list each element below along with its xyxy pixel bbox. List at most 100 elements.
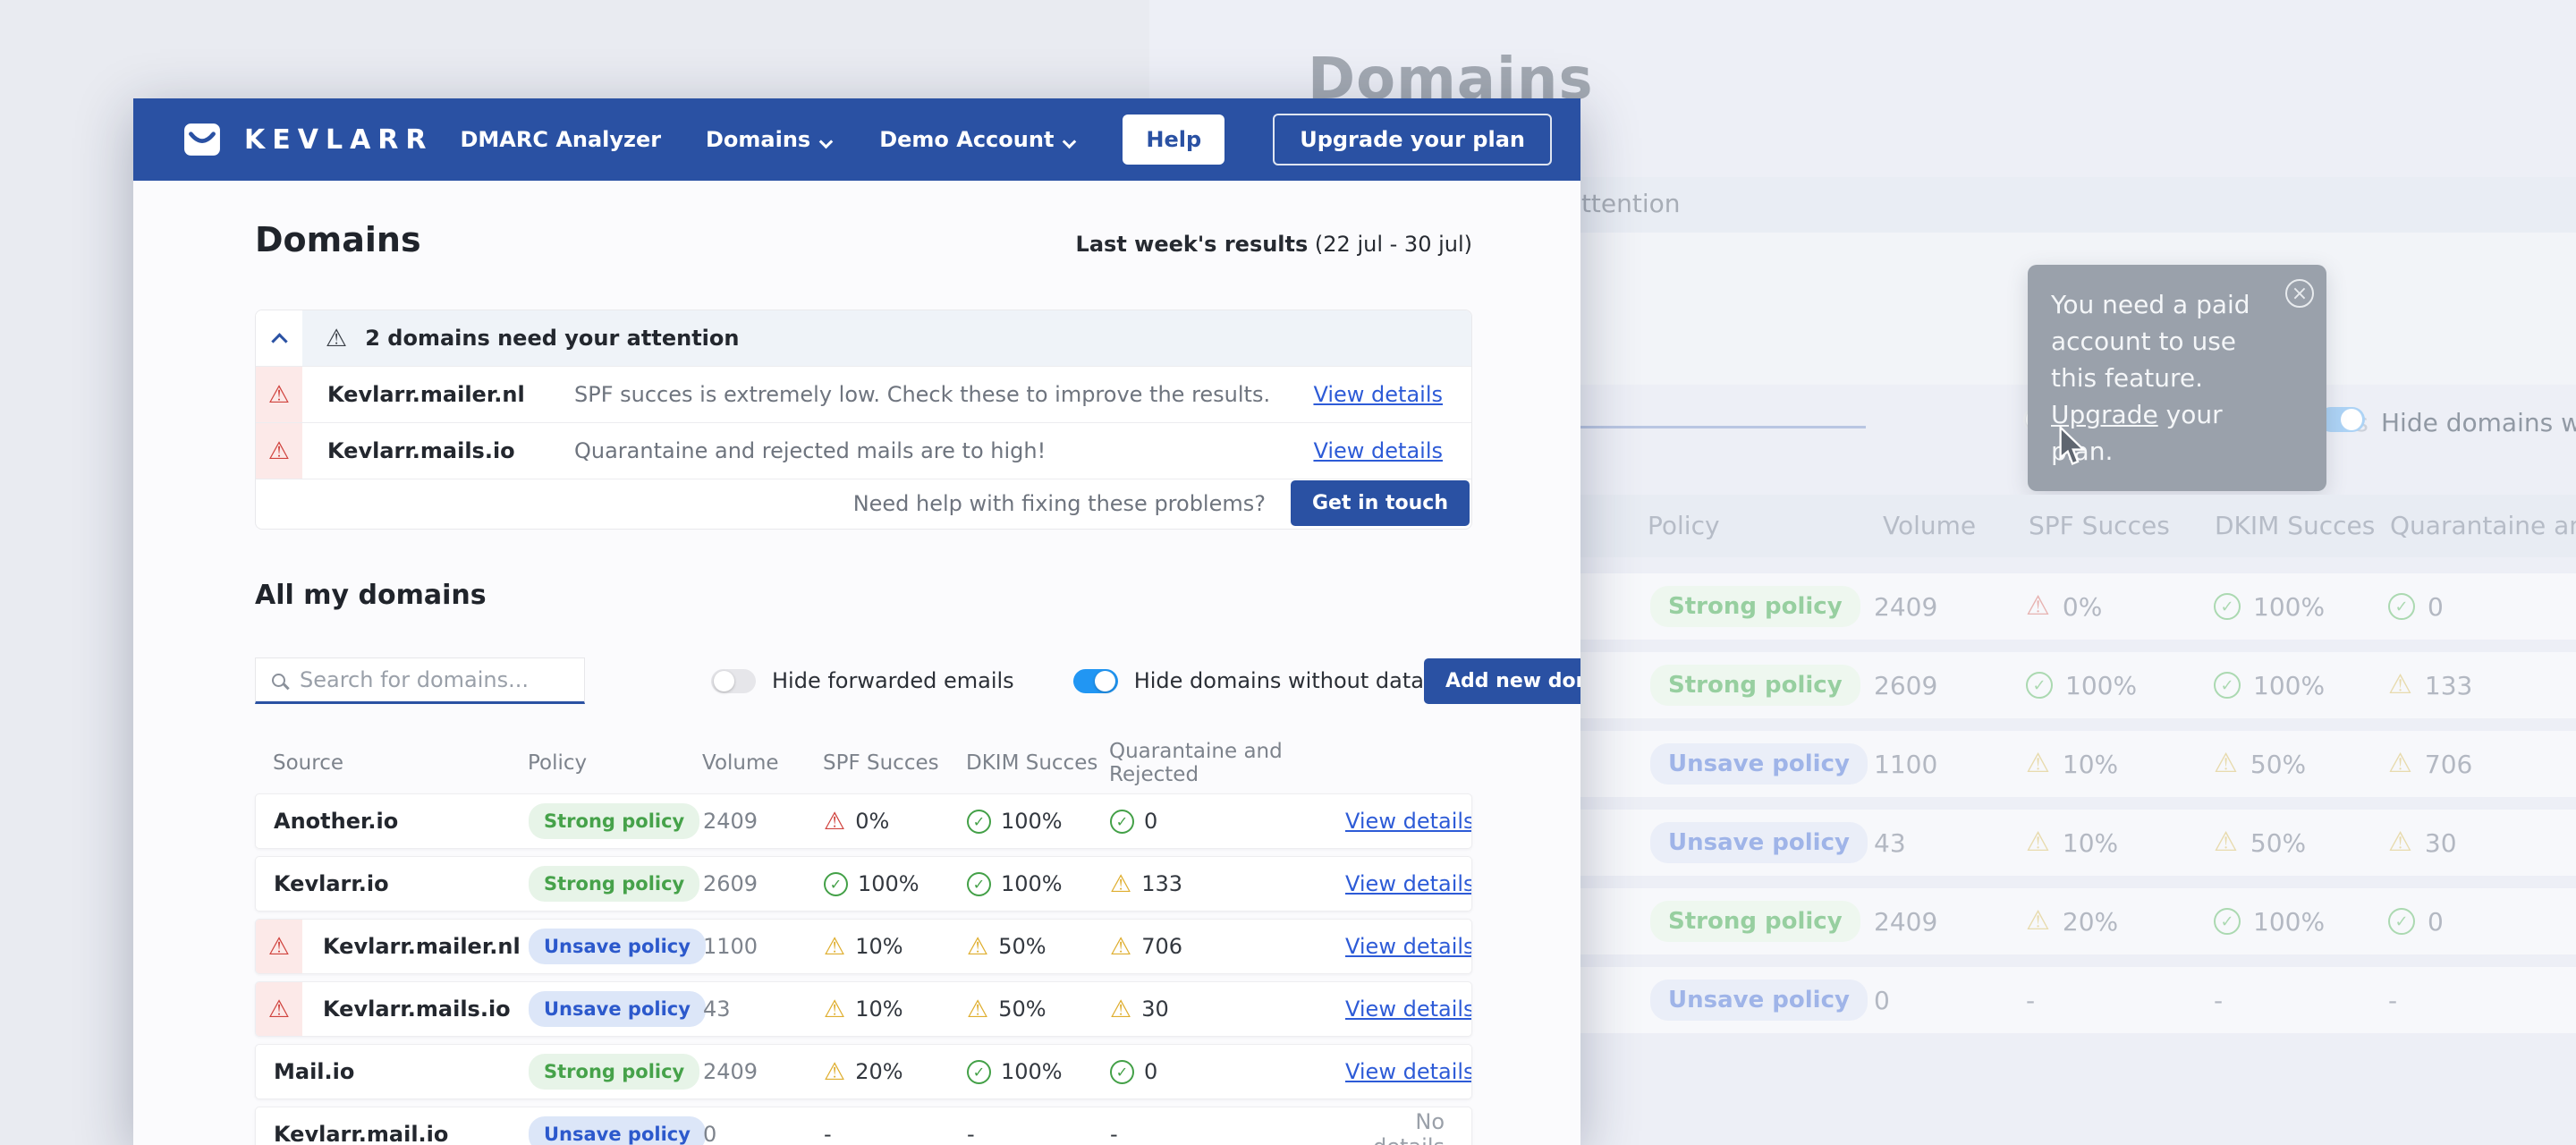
alert-strip: ⚠ (256, 423, 302, 479)
dkim-value: - (2214, 985, 2224, 1015)
spf-value: 20% (2062, 906, 2119, 937)
volume-value: 2609 (703, 871, 758, 896)
warning-triangle-icon: ⚠ (824, 1057, 846, 1086)
alert-panel: ⚠ 2 domains need your attention ⚠ Kevlar… (255, 310, 1472, 530)
qr-value: 30 (2424, 827, 2457, 858)
policy-badge: Unsave policy (529, 991, 706, 1027)
dkim-value: 100% (2253, 591, 2326, 622)
tooltip-upgrade-link[interactable]: Upgrade (2051, 400, 2158, 429)
add-domain-button[interactable]: Add new domain (1423, 657, 1580, 704)
policy-badge: Unsave policy (529, 929, 706, 964)
warning-triangle-icon: ⚠ (967, 932, 989, 961)
warning-triangle-icon: ⚠ (2388, 669, 2412, 700)
volume-value: 43 (1874, 827, 1906, 858)
table-row: Another.io Strong policy 2409 ⚠ 0% ✓ 100% … (255, 793, 1472, 849)
view-details-link[interactable]: View details (1345, 871, 1472, 896)
warning-triangle-icon: ⚠ (267, 437, 291, 465)
search-input[interactable] (300, 667, 568, 692)
policy-badge: Strong policy (1650, 665, 1860, 706)
warning-triangle-icon: ⚠ (967, 995, 989, 1023)
alert-message: SPF succes is extremely low. Check these… (574, 382, 1271, 407)
toggle-knob (714, 670, 734, 691)
dkim-value: 100% (1001, 809, 1063, 834)
qr-value: 30 (1141, 997, 1169, 1022)
search-box (255, 657, 585, 704)
app-window: KEVLARR DMARC Analyzer Domains Demo Acco… (133, 98, 1580, 1145)
spf-value: 10% (855, 934, 903, 959)
tooltip-text-suffix: your plan. (2051, 400, 2223, 466)
qr-value: - (2388, 985, 2398, 1015)
nav-domains-label: Domains (705, 127, 811, 152)
domain-name: Kevlarr.mails.io (323, 997, 511, 1022)
spf-value: 0% (855, 809, 890, 834)
dkim-value: 100% (1001, 871, 1063, 896)
nav-account-label: Demo Account (879, 127, 1055, 152)
table-row: Mail.io Strong policy 2409 ⚠ 20% ✓ 100% ✓ 0… (255, 1044, 1472, 1099)
spf-value: 10% (2062, 749, 2119, 779)
policy-badge: Strong policy (1650, 901, 1860, 942)
nav-domains[interactable]: Domains (705, 127, 834, 152)
volume-value: 43 (703, 997, 731, 1022)
spf-value: 0% (2062, 591, 2103, 622)
mouse-cursor (2055, 425, 2088, 471)
table-controls: Hide forwarded emails Hide domains witho… (255, 657, 1580, 704)
help-button[interactable]: Help (1123, 114, 1225, 165)
qr-value: 706 (2424, 749, 2473, 779)
alert-domain: Kevlarr.mailer.nl (327, 382, 525, 407)
view-details-link[interactable]: View details (1345, 934, 1472, 959)
toggle-knob (1094, 670, 1115, 691)
alert-summary: 2 domains need your attention (365, 326, 740, 351)
warning-triangle-icon: ⚠ (2388, 827, 2412, 858)
brand: KEVLARR DMARC Analyzer (183, 121, 661, 158)
no-details-label: No details (1373, 1109, 1445, 1145)
view-details-link[interactable]: View details (1345, 997, 1472, 1022)
nav-demo-account[interactable]: Demo Account (879, 127, 1077, 152)
upgrade-plan-button[interactable]: Upgrade your plan (1273, 114, 1552, 165)
view-details-link[interactable]: View details (1345, 1059, 1472, 1084)
table-header: Source Policy Volume SPF Succes DKIM Suc… (255, 740, 1472, 786)
column-spf: SPF Succes (823, 751, 939, 775)
tooltip-close-icon[interactable]: × (2285, 279, 2314, 308)
warning-triangle-icon: ⚠ (267, 932, 291, 961)
warning-triangle-icon: ⚠ (824, 932, 846, 961)
get-in-touch-button[interactable]: Get in touch (1290, 480, 1470, 526)
chevron-down-icon (1063, 134, 1077, 149)
policy-badge: Unsave policy (1650, 743, 1868, 785)
spf-value: 100% (2065, 670, 2138, 700)
volume-value: 1100 (703, 934, 758, 959)
results-period: Last week's results (22 jul - 30 jul) (1076, 232, 1472, 257)
collapse-button[interactable] (256, 310, 302, 366)
warning-triangle-icon: ⚠ (2026, 827, 2050, 858)
view-details-link[interactable]: View details (1345, 809, 1472, 834)
policy-badge: Strong policy (529, 1054, 700, 1090)
warning-triangle-icon: ⚠ (267, 380, 291, 409)
qr-value: 0 (1144, 809, 1158, 834)
view-details-link[interactable]: View details (1313, 382, 1443, 407)
spf-value: - (2026, 985, 2036, 1015)
table-row: ⚠ Kevlarr.mailer.nl Unsave policy 1100 ⚠ 1… (255, 919, 1472, 974)
qr-value: - (1110, 1122, 1118, 1145)
toggle-hide-forwarded[interactable] (711, 668, 756, 693)
check-circle-icon: ✓ (1110, 1059, 1134, 1084)
volume-value: 2609 (1874, 670, 1938, 700)
check-circle-icon: ✓ (2214, 672, 2241, 699)
view-details-link[interactable]: View details (1313, 438, 1443, 463)
chevron-up-icon (270, 332, 288, 350)
warning-triangle-icon: ⚠ (326, 324, 348, 352)
domain-name: Kevlarr.io (274, 871, 389, 896)
table-row: Kevlarr.io Strong policy 2609 ✓ 100% ✓ 100… (255, 856, 1472, 912)
search-icon (272, 673, 285, 687)
help-text: Need help with fixing these problems? (852, 490, 1266, 516)
background-search-underline (1521, 426, 1866, 428)
toggle-hide-no-data[interactable] (1072, 668, 1118, 693)
alert-strip: ⚠ (256, 367, 302, 422)
domains-table: Another.io Strong policy 2409 ⚠ 0% ✓ 100% … (255, 793, 1472, 1145)
policy-badge: Strong policy (529, 866, 700, 902)
envelope-logo-icon (184, 123, 220, 156)
domain-name: Kevlarr.mail.io (274, 1122, 449, 1145)
volume-value: 2409 (1874, 591, 1938, 622)
dkim-value: 100% (1001, 1059, 1063, 1084)
dkim-value: - (967, 1122, 975, 1145)
qr-value: 133 (1141, 871, 1183, 896)
column-dkim: DKIM Succes (966, 751, 1098, 775)
